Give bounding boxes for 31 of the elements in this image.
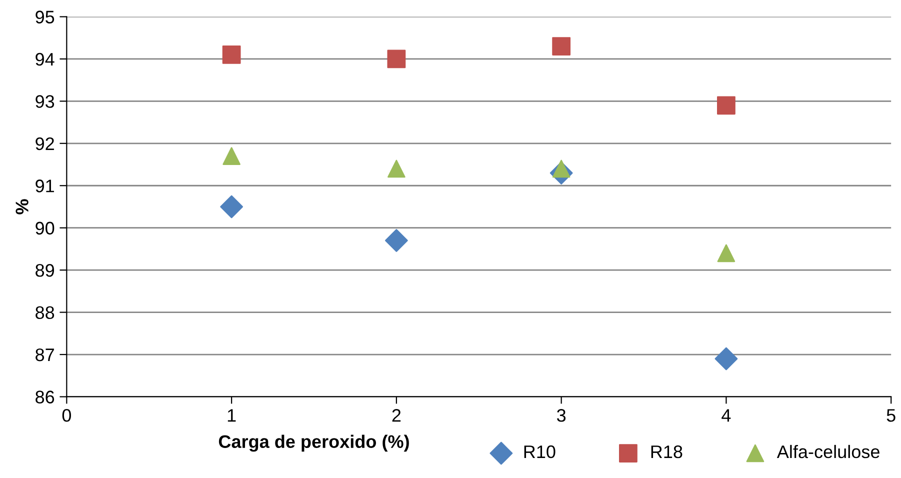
point <box>717 244 736 262</box>
x-tick-label: 1 <box>228 409 236 422</box>
point <box>552 37 571 56</box>
x-tick-label: 5 <box>886 409 896 422</box>
legend-label: R18 <box>651 445 682 458</box>
legend-label: Alfa-celulose <box>776 444 880 458</box>
y-tick-label: 94 <box>36 52 54 66</box>
x-tick-label: 0 <box>62 409 71 422</box>
legend-label: R10 <box>524 445 556 458</box>
x-tick-label: 4 <box>722 409 731 422</box>
y-axis-title: % <box>16 199 28 214</box>
x-tick-label: 2 <box>392 409 401 422</box>
y-tick-label: 91 <box>36 180 54 192</box>
point <box>222 147 240 165</box>
y-tick-label: 90 <box>36 222 54 235</box>
y-tick-label: 87 <box>36 348 54 362</box>
y-tick-label: 88 <box>36 306 54 320</box>
point <box>717 96 736 115</box>
y-tick-label: 86 <box>36 390 54 404</box>
y-tick-label: 93 <box>36 95 54 108</box>
point <box>714 347 738 370</box>
point <box>220 195 244 218</box>
x-axis-title: Carga de peroxido (%) <box>218 434 409 452</box>
y-tick-label: 89 <box>36 264 54 277</box>
point <box>384 229 408 252</box>
y-tick-label: 95 <box>36 10 54 24</box>
point <box>388 160 406 178</box>
point <box>387 50 406 68</box>
x-tick-label: 3 <box>556 409 566 422</box>
y-tick-label: 92 <box>36 137 54 150</box>
point <box>222 46 241 64</box>
